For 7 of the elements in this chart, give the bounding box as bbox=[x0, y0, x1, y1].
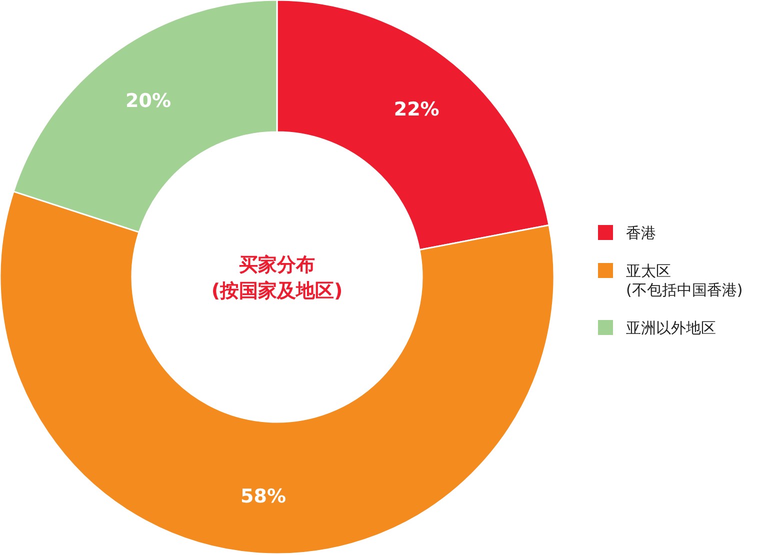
legend-label: 亚洲以外地区 bbox=[626, 319, 716, 337]
data-label: 20% bbox=[126, 90, 172, 112]
text: 买家分布 (按国家及地区) bbox=[211, 254, 343, 302]
data-label: 58% bbox=[240, 486, 286, 508]
legend-label: 亚太区 (不包括中国香港) bbox=[626, 262, 743, 299]
data-label: 22% bbox=[394, 98, 440, 120]
legend-label: 香港 bbox=[626, 224, 656, 242]
